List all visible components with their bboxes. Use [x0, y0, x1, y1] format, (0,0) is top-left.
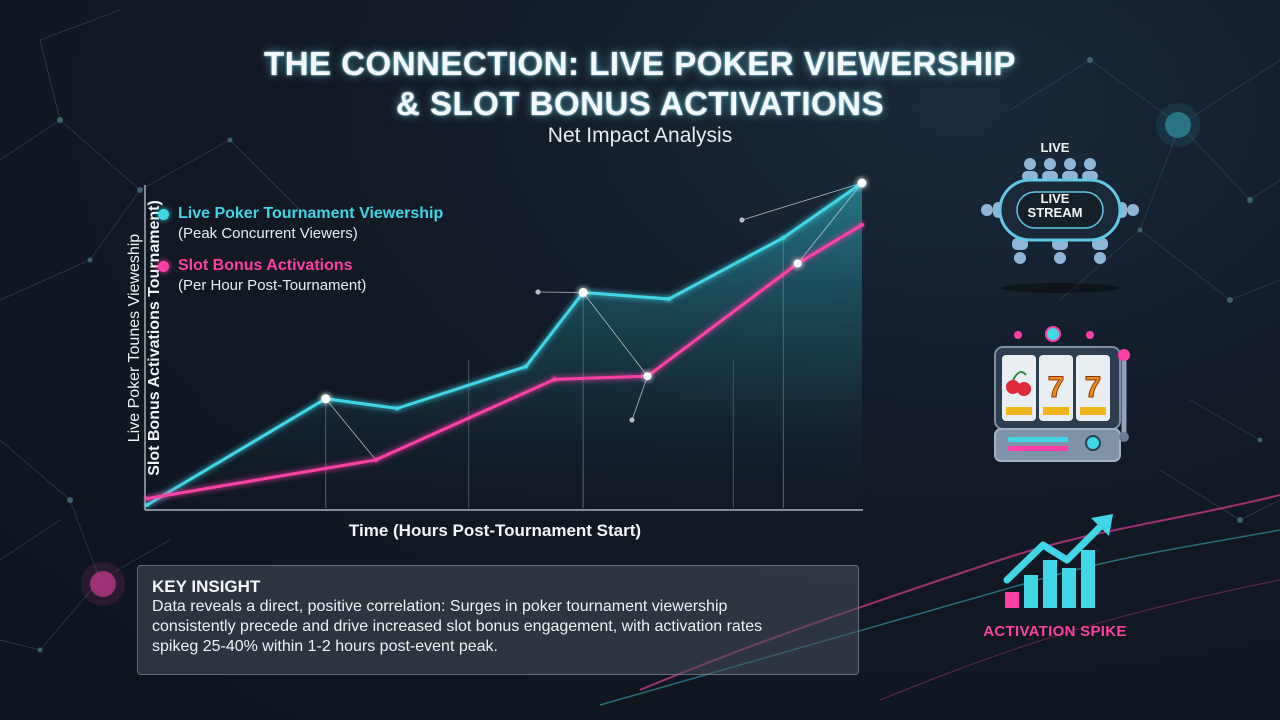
activations-point-6 [860, 222, 864, 227]
activations-point-1 [145, 496, 149, 501]
poker-center-label-1: LIVE [1040, 191, 1070, 206]
legend-item-viewership: Live Poker Tournament Viewership (Peak C… [158, 204, 443, 244]
viewership-point-7 [781, 235, 786, 240]
key-insight-heading: KEY INSIGHT [152, 577, 261, 596]
chart-subtitle: Net Impact Analysis [547, 124, 733, 147]
svg-text:7: 7 [1048, 371, 1065, 404]
title-line-1: THE CONNECTION: LIVE POKER VIEWERSHIP [264, 45, 1016, 82]
viewership-point-4 [523, 364, 528, 369]
slot-machine-icon: 7 7 [994, 326, 1130, 462]
viewership-point-8 [857, 178, 867, 188]
viewership-point-3 [395, 406, 400, 411]
poker-table-icon [981, 158, 1139, 293]
svg-text:7: 7 [1085, 371, 1102, 404]
connector-node-3 [739, 217, 745, 223]
connector-node-2 [629, 417, 635, 423]
x-axis-label: Time (Hours Post-Tournament Start) [348, 521, 642, 540]
legend-name-activations: Slot Bonus Activations [178, 257, 353, 274]
viewership-line [146, 181, 863, 507]
legend-dot-viewership [158, 209, 169, 220]
viewership-point-1 [145, 503, 149, 507]
title-line-2: & SLOT BONUS ACTIVATIONS [395, 85, 885, 122]
key-insight-text: Data reveals a direct, positive correlat… [152, 598, 763, 655]
activations-point-2 [373, 457, 378, 462]
viewership-point-5 [578, 287, 588, 297]
activations-line [146, 223, 863, 501]
viewership-point-2 [321, 394, 331, 404]
viewership-area [147, 183, 862, 508]
activations-point-5 [793, 259, 802, 268]
legend-item-activations: Slot Bonus Activations (Per Hour Post-To… [158, 256, 443, 296]
activation-spike-label: ACTIVATION SPIKE [983, 623, 1127, 640]
poker-center-label-2: STREAM [1027, 205, 1083, 220]
legend-name-viewership: Live Poker Tournament Viewership [178, 205, 444, 222]
key-insight-box: KEY INSIGHT Data reveals a direct, posit… [137, 565, 859, 675]
legend-sub-activations: (Per Hour Post-Tournament) [178, 277, 367, 294]
connector-node-1 [535, 289, 541, 295]
connector-line-6 [741, 182, 863, 221]
y-axis-label-line-1: Live Poker Tounes Vieweship [126, 233, 143, 443]
connector-line-2 [582, 292, 648, 377]
poker-live-label: LIVE [1040, 140, 1070, 155]
activations-point-3 [552, 377, 557, 382]
connector-line-4 [631, 376, 648, 421]
legend-sub-viewership: (Peak Concurrent Viewers) [178, 225, 358, 242]
legend-dot-activations [158, 261, 169, 272]
viewership-point-6 [666, 296, 671, 301]
activations-point-4 [643, 372, 652, 381]
chart-title: THE CONNECTION: LIVE POKER VIEWERSHIP & … [0, 44, 1280, 124]
activation-spike-icon [1003, 514, 1113, 608]
connector-line-1 [325, 398, 377, 461]
connector-line-5 [797, 182, 863, 264]
chart-legend: Live Poker Tournament Viewership (Peak C… [158, 204, 443, 308]
